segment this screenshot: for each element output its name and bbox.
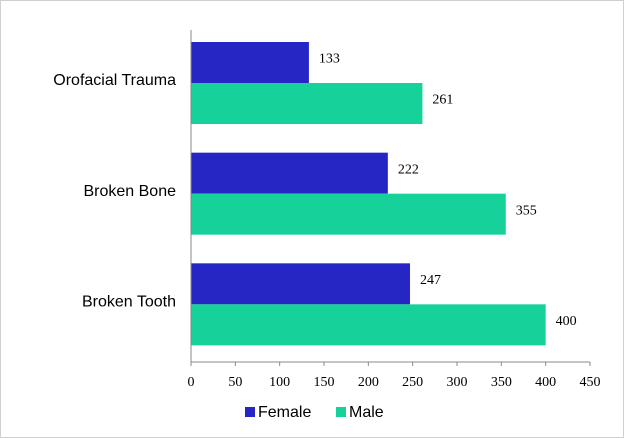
data-label: 355 xyxy=(516,203,537,218)
legend-swatch xyxy=(245,407,255,417)
data-label: 261 xyxy=(432,93,453,108)
bar xyxy=(191,304,546,346)
x-tick-label: 250 xyxy=(402,375,423,390)
bar xyxy=(191,193,506,235)
legend-label: Male xyxy=(349,404,384,421)
legend-swatch xyxy=(336,407,346,417)
bar xyxy=(191,42,309,83)
data-label: 247 xyxy=(420,273,441,288)
x-tick-label: 100 xyxy=(269,375,290,390)
bar xyxy=(191,152,388,194)
data-label: 133 xyxy=(319,52,340,67)
x-tick-label: 450 xyxy=(580,375,601,390)
x-tick-label: 400 xyxy=(535,375,556,390)
x-tick-label: 300 xyxy=(447,375,468,390)
y-tick-label: Broken Tooth xyxy=(82,294,176,311)
legend-label: Female xyxy=(258,404,311,421)
x-tick-label: 350 xyxy=(491,375,512,390)
data-label: 400 xyxy=(556,314,577,329)
y-tick-label: Broken Bone xyxy=(83,183,176,200)
data-label: 222 xyxy=(398,162,419,177)
x-tick-label: 50 xyxy=(228,375,242,390)
x-tick-label: 200 xyxy=(358,375,379,390)
bar xyxy=(191,83,423,124)
x-tick-label: 150 xyxy=(314,375,335,390)
x-tick-label: 0 xyxy=(188,375,195,390)
y-tick-label: Orofacial Trauma xyxy=(53,72,176,89)
bar xyxy=(191,263,411,305)
